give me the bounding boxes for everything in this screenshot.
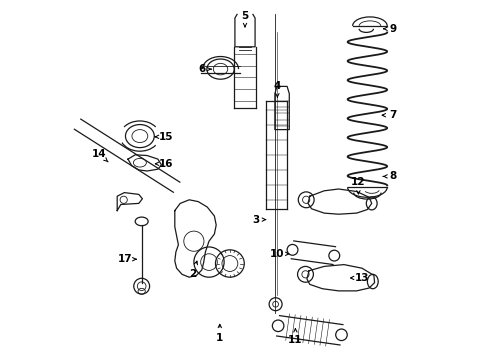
Text: 10: 10 — [270, 249, 289, 259]
Text: 17: 17 — [118, 254, 136, 264]
Text: 6: 6 — [198, 64, 211, 74]
Text: 12: 12 — [351, 177, 366, 194]
Text: 4: 4 — [274, 81, 281, 97]
Text: 14: 14 — [92, 149, 108, 162]
Text: 15: 15 — [155, 132, 173, 142]
Text: 5: 5 — [242, 11, 248, 27]
Text: 13: 13 — [350, 273, 369, 283]
Text: 16: 16 — [155, 159, 173, 169]
Text: 2: 2 — [189, 261, 197, 279]
Text: 9: 9 — [383, 24, 396, 34]
Text: 8: 8 — [383, 171, 396, 181]
Text: 11: 11 — [288, 329, 303, 345]
Text: 3: 3 — [252, 215, 266, 225]
Text: 1: 1 — [216, 324, 223, 343]
Text: 7: 7 — [382, 110, 396, 120]
